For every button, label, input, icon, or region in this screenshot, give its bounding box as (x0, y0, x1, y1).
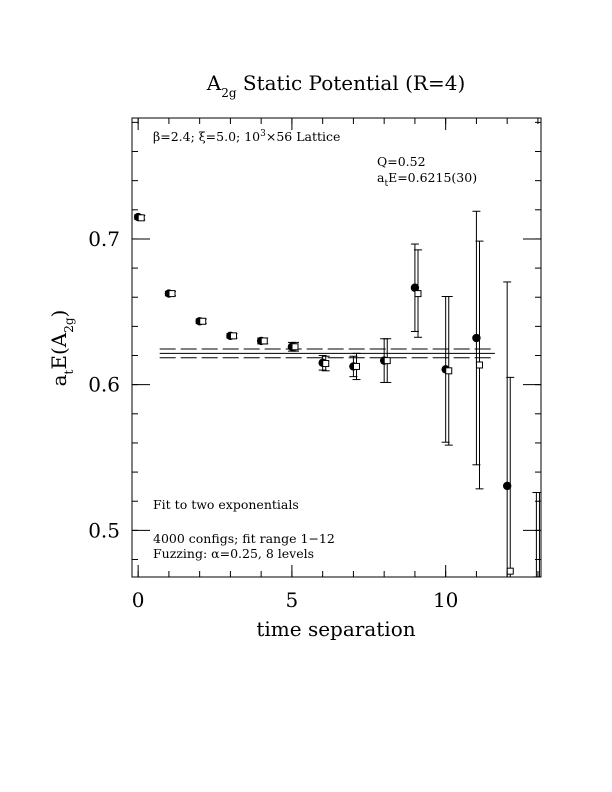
data-point-square (322, 360, 330, 368)
data-point-square (383, 357, 391, 365)
data-markers (133, 212, 541, 577)
data-point-square (199, 317, 207, 325)
lattice-annotation: β=2.4; ξ=5.0; 103×56 Lattice (153, 129, 340, 144)
q-annotation: Q=0.52 (377, 154, 426, 169)
x-tick-label: 5 (286, 588, 299, 612)
axis-tick-labels: 0 5 10 0.5 0.6 0.7 (88, 227, 458, 612)
data-point-circle (410, 283, 420, 292)
data-point-square (535, 576, 541, 577)
fit-energy-annotation: atE=0.6215(30) (377, 170, 477, 189)
x-tick-label: 0 (132, 588, 145, 612)
data-point-square (475, 361, 483, 369)
data-point-circle (472, 333, 481, 343)
fit-band (159, 348, 495, 359)
chart-title: A2g Static Potential (R=4) (206, 71, 466, 100)
x-tick-label: 10 (433, 588, 458, 612)
data-point-square (137, 214, 145, 222)
y-tick-label: 0.7 (88, 227, 120, 251)
data-point-square (352, 362, 360, 370)
x-axis-label: time separation (256, 617, 415, 641)
data-point-square (291, 343, 299, 351)
data-point-square (229, 332, 237, 340)
fuzzing-annotation: Fuzzing: α=0.25, 8 levels (153, 546, 314, 561)
data-point-square (532, 576, 540, 577)
data-point-square (260, 337, 268, 345)
plot-frame (131, 117, 542, 578)
data-point-square (506, 567, 514, 575)
y-tick-label: 0.5 (88, 518, 120, 542)
error-bars (134, 210, 541, 577)
y-axis-label: atE(A2g) (47, 310, 76, 387)
data-point-square (414, 290, 422, 298)
data-point-square (445, 367, 453, 375)
configs-annotation: 4000 configs; fit range 1−12 (153, 531, 335, 546)
data-point-square (168, 290, 176, 298)
fit-description: Fit to two exponentials (153, 497, 299, 512)
axis-ticks (132, 118, 541, 577)
y-tick-label: 0.6 (88, 373, 120, 397)
data-point-circle (502, 481, 512, 491)
